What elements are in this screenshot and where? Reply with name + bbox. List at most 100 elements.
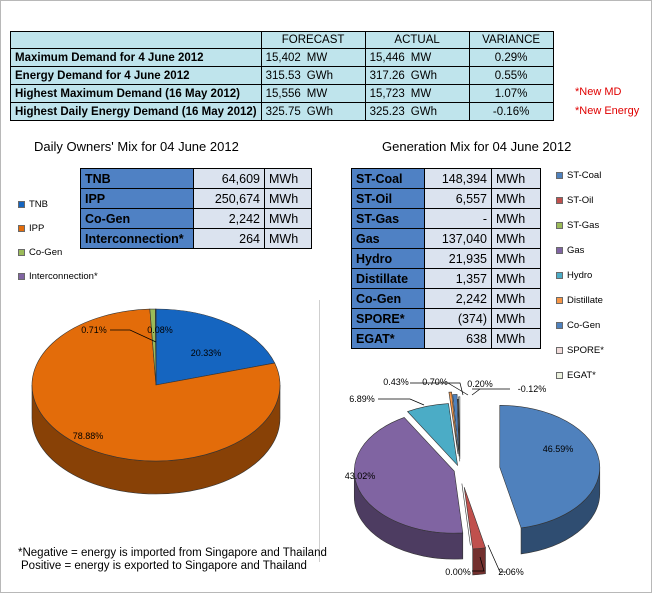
owners-legend-item: IPP — [18, 216, 98, 240]
forecast-unit: GWh — [306, 105, 333, 118]
label-leader-line — [447, 382, 469, 396]
generation-value-cell: - — [424, 208, 492, 229]
legend-label: ST-Coal — [567, 170, 602, 181]
summary-actual-cell: 15,723 MW — [364, 84, 470, 103]
summary-row-label: Highest Maximum Demand (16 May 2012) — [10, 84, 262, 103]
footnote-line-1: *Negative = energy is imported from Sing… — [18, 547, 327, 559]
generation-unit-cell: MWh — [491, 248, 541, 269]
owners-legend: TNB IPP Co-Gen Interconnection* — [18, 192, 98, 288]
generation-unit-cell: MWh — [491, 328, 541, 349]
generation-legend-item: Co-Gen — [556, 313, 604, 338]
owners-legend-item: Co-Gen — [18, 240, 98, 264]
summary-variance-cell: 0.29% — [468, 48, 554, 67]
label-leader-line — [378, 398, 425, 406]
legend-label: Distillate — [567, 295, 603, 306]
pie-slice — [463, 487, 486, 550]
owners-unit-cell: MWh — [264, 208, 312, 229]
actual-value: 15,446 — [369, 51, 405, 64]
owners-value-cell: 64,609 — [193, 168, 265, 189]
summary-actual-cell: 317.26 GWh — [364, 66, 470, 85]
pie-data-label: 43.02% — [345, 471, 376, 481]
generation-table-row: ST-Gas - MWh — [351, 208, 541, 229]
owners-value-cell: 264 — [193, 228, 265, 249]
generation-name-cell: Gas — [351, 228, 425, 249]
summary-row-label: Maximum Demand for 4 June 2012 — [10, 48, 262, 67]
summary-header-actual: ACTUAL — [364, 31, 470, 49]
owners-pie-chart: 20.33% 78.88% 0.71% 0.08% — [31, 308, 281, 495]
owners-name-cell: Interconnection* — [80, 228, 194, 249]
generation-table: ST-Coal 148,394 MWh ST-Oil 6,557 MWh ST-Gas -… — [351, 168, 541, 349]
pie-data-label: 0.71% — [81, 325, 107, 335]
legend-swatch — [556, 222, 563, 229]
forecast-unit: MW — [306, 51, 328, 64]
legend-swatch — [556, 347, 563, 354]
legend-label: Hydro — [567, 270, 593, 281]
generation-name-cell: ST-Coal — [351, 168, 425, 189]
generation-unit-cell: MWh — [491, 208, 541, 229]
summary-actual-cell: 325.23 GWh — [364, 102, 470, 121]
actual-value: 317.26 — [369, 69, 405, 82]
footnote-line-2: Positive = energy is exported to Singapo… — [21, 560, 307, 572]
pie-data-label: 6.89% — [349, 394, 375, 404]
legend-label: SPORE* — [567, 345, 604, 356]
pie-data-label: 0.43% — [383, 377, 409, 387]
generation-value-cell: 638 — [424, 328, 492, 349]
generation-name-cell: Distillate — [351, 268, 425, 289]
summary-row-label: Highest Daily Energy Demand (16 May 2012… — [10, 102, 262, 121]
generation-mix-title: Generation Mix for 04 June 2012 — [382, 139, 572, 154]
summary-header-blank — [10, 31, 262, 49]
legend-swatch — [556, 272, 563, 279]
legend-label: Gas — [567, 245, 585, 256]
pie-data-label: -0.12% — [518, 384, 547, 394]
legend-label: TNB — [29, 198, 48, 210]
generation-name-cell: ST-Oil — [351, 188, 425, 209]
generation-table-row: Hydro 21,935 MWh — [351, 248, 541, 269]
label-leader-line — [110, 329, 157, 343]
forecast-value: 15,402 — [265, 51, 301, 64]
legend-swatch — [18, 272, 25, 280]
owners-unit-cell: MWh — [264, 168, 312, 189]
generation-legend-item: Gas — [556, 238, 604, 263]
generation-unit-cell: MWh — [491, 188, 541, 209]
owners-name-cell: IPP — [80, 188, 194, 209]
generation-legend-item: EGAT* — [556, 363, 604, 388]
pie-data-label: 20.33% — [191, 348, 222, 358]
owners-table-row: Co-Gen 2,242 MWh — [80, 208, 312, 229]
pie-slice — [448, 391, 459, 454]
legend-swatch — [556, 197, 563, 204]
generation-value-cell: 21,935 — [424, 248, 492, 269]
generation-unit-cell: MWh — [491, 228, 541, 249]
legend-swatch — [18, 248, 25, 256]
pie-slice — [155, 308, 276, 386]
actual-value: 15,723 — [369, 87, 405, 100]
pie-data-label: 0.20% — [467, 379, 493, 389]
label-leader-line — [472, 556, 485, 572]
legend-swatch — [556, 297, 563, 304]
pie-slice — [499, 405, 601, 529]
summary-forecast-cell: 315.53 GWh — [260, 66, 366, 85]
footnote: *Negative = energy is imported from Sing… — [18, 547, 327, 573]
generation-value-cell: 1,357 — [424, 268, 492, 289]
generation-legend-item: Hydro — [556, 263, 604, 288]
summary-header-row: FORECAST ACTUAL VARIANCE — [10, 31, 554, 49]
generation-value-cell: (374) — [424, 308, 492, 329]
generation-table-row: EGAT* 638 MWh — [351, 328, 541, 349]
owners-value-cell: 2,242 — [193, 208, 265, 229]
generation-value-cell: 6,557 — [424, 188, 492, 209]
summary-header-variance: VARIANCE — [468, 31, 554, 49]
generation-legend-item: ST-Coal — [556, 163, 604, 188]
generation-unit-cell: MWh — [491, 288, 541, 309]
actual-unit: MW — [410, 51, 432, 64]
summary-row-label: Energy Demand for 4 June 2012 — [10, 66, 262, 85]
legend-swatch — [18, 224, 25, 232]
summary-forecast-cell: 15,556 MW — [260, 84, 366, 103]
label-leader-line — [471, 388, 481, 396]
label-leader-line — [487, 544, 506, 573]
generation-table-row: Distillate 1,357 MWh — [351, 268, 541, 289]
summary-row: Highest Maximum Demand (16 May 2012) 15,… — [10, 84, 554, 103]
summary-table: FORECAST ACTUAL VARIANCE Maximum Demand … — [10, 31, 554, 121]
pie-slice — [452, 394, 460, 457]
generation-value-cell: 2,242 — [424, 288, 492, 309]
generation-pie-chart: 46.59% 2.06% 0.00% 43.02% 6.89% 0.43% 0.70% -0.… — [345, 377, 601, 577]
actual-unit: GWh — [410, 69, 437, 82]
